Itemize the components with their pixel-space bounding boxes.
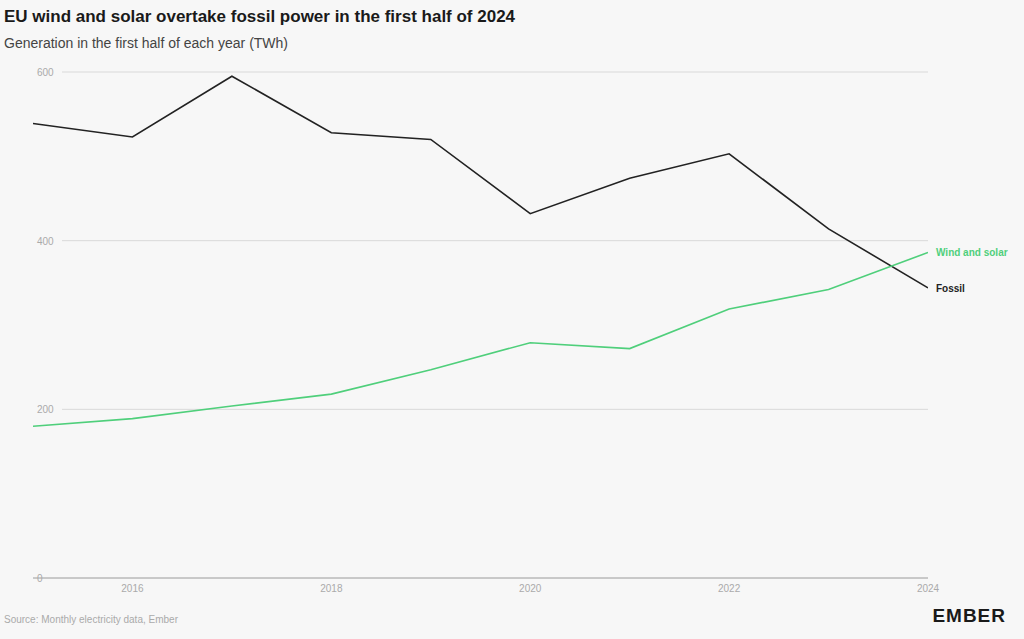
series-label: Fossil (936, 283, 965, 294)
x-tick-label: 2022 (718, 583, 741, 594)
chart-svg: EU wind and solar overtake fossil power … (0, 0, 1024, 639)
x-tick-label: 2020 (519, 583, 542, 594)
y-tick-label: 0 (37, 573, 43, 584)
x-axis-line (33, 578, 928, 579)
x-tick-label: 2024 (917, 583, 940, 594)
source: Source: Monthly electricity data, Ember (4, 614, 179, 625)
grid-line (62, 72, 928, 73)
series-line (33, 76, 928, 288)
x-tick-label: 2018 (320, 583, 343, 594)
title: EU wind and solar overtake fossil power … (4, 7, 516, 26)
grid-line (62, 409, 928, 410)
grid-line (62, 240, 928, 241)
series-label: Wind and solar (936, 247, 1008, 258)
y-tick-label: 600 (37, 67, 54, 78)
y-tick-label: 200 (37, 404, 54, 415)
logo: EMBER (932, 605, 1006, 626)
subtitle: Generation in the first half of each yea… (4, 35, 288, 51)
x-tick-label: 2016 (121, 583, 144, 594)
series-line (33, 252, 928, 426)
plot-area (33, 76, 928, 426)
chart-root: EU wind and solar overtake fossil power … (0, 0, 1024, 639)
y-tick-label: 400 (37, 236, 54, 247)
